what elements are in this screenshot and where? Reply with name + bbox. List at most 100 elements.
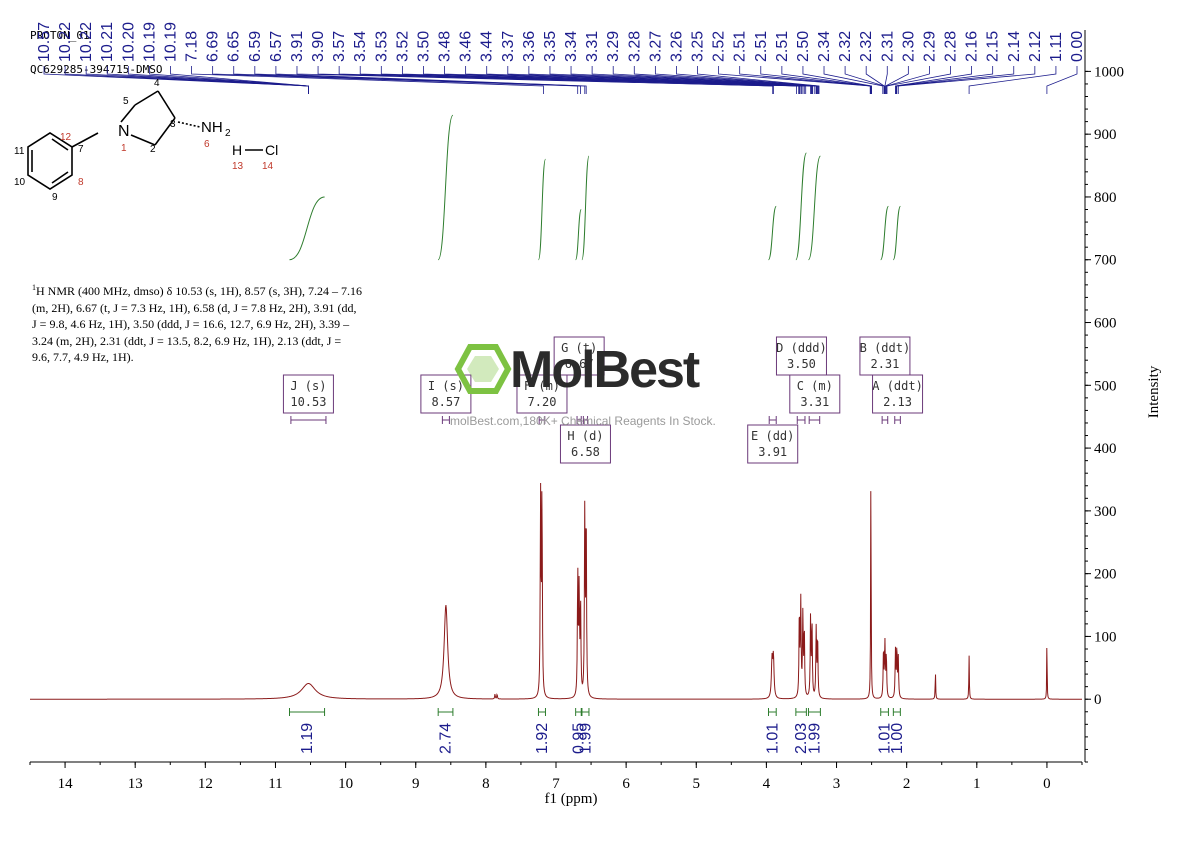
- multiplet-shift: 3.91: [758, 445, 787, 459]
- peak-label: 1.11: [1048, 32, 1065, 62]
- multiplet-box: [775, 336, 827, 376]
- integral-value: 1.00: [889, 723, 906, 754]
- peak-label-connector: [64, 66, 309, 94]
- atom-number-3: 3: [170, 119, 176, 130]
- peak-label: 3.50: [415, 31, 432, 62]
- peak-label-connector: [1046, 66, 1078, 94]
- multiplet-label: I (s): [428, 379, 464, 393]
- atom-nh2: NH: [201, 119, 223, 136]
- multiplet-boxes: J (s) 10.53 I (s) 8.57 F (m) 7.20 G (t) 6.67 H (…: [282, 336, 924, 464]
- peak-label-connector: [895, 66, 972, 94]
- y-tick-label: 600: [1094, 316, 1117, 332]
- integral-curve: [768, 205, 777, 261]
- peak-label: 3.31: [584, 31, 601, 62]
- peak-label: 3.91: [289, 31, 306, 62]
- atom-number-4: 4: [154, 78, 160, 89]
- integral-value: 1.01: [764, 723, 781, 754]
- atom-nh2-sub: 2: [225, 128, 231, 139]
- integral-value: 1.99: [806, 723, 823, 754]
- peak-label: 3.53: [373, 31, 390, 62]
- multiplet-box: [789, 374, 841, 414]
- peak-label: 10.22: [78, 22, 95, 62]
- x-tick-label: 10: [338, 776, 353, 792]
- peak-label: 2.12: [1027, 31, 1044, 62]
- peak-label-connector: [507, 66, 811, 94]
- bond-c3-nh2: [177, 121, 201, 128]
- y-axis-title: Intensity: [1146, 365, 1162, 418]
- y-tick-label: 900: [1094, 127, 1117, 143]
- y-tick-label: 700: [1094, 253, 1117, 269]
- chart-axes: 14 13 12 11 10 9 8 7 6 5 4 3 2 1 001002003004005006007…: [29, 30, 1162, 807]
- x-tick-label: 7: [552, 776, 560, 792]
- peak-label: 2.29: [921, 31, 938, 62]
- peak-label: 2.50: [795, 31, 812, 62]
- atom-number-13: 13: [232, 161, 244, 172]
- atom-number-14: 14: [262, 161, 274, 172]
- peak-label-connector: [865, 66, 885, 94]
- sample-id: QC629285-394715-DMSO: [30, 63, 163, 76]
- integral-value: 0.95: [570, 723, 587, 754]
- integral-curve: [795, 152, 807, 261]
- x-tick-label: 1: [973, 776, 981, 792]
- peak-label-connector: [676, 66, 819, 94]
- description-text: H NMR (400 MHz, dmso) δ 10.53 (s, 1H), 8…: [32, 284, 362, 364]
- x-tick-label: 3: [833, 776, 841, 792]
- peak-label: 3.36: [521, 31, 538, 62]
- peak-label-connector: [897, 66, 1036, 94]
- y-tick-label: 100: [1094, 629, 1117, 645]
- integral-curve: [808, 155, 821, 261]
- integral-curves: 1.19 2.74 1.92 0.951.99 1.01 2.031.99 1.011.00: [288, 114, 906, 754]
- y-tick-label: 400: [1094, 441, 1117, 457]
- benzene-double-bond: [51, 138, 69, 151]
- peak-label-connector: [885, 66, 909, 94]
- multiplet-label: E (dd): [751, 429, 794, 443]
- peak-label: 3.90: [310, 31, 327, 62]
- bond-n-c5: [120, 104, 136, 123]
- peak-label: 3.27: [647, 31, 664, 62]
- atom-number-5: 5: [123, 96, 129, 107]
- peak-label: 2.30: [900, 31, 917, 62]
- multiplet-box: [559, 424, 611, 464]
- multiplet-shift: 3.50: [787, 357, 816, 371]
- peak-label: 10.19: [141, 22, 158, 62]
- atom-h: H: [232, 142, 242, 158]
- multiplet-shift: 10.53: [290, 395, 326, 409]
- integral-value: 1.92: [534, 723, 551, 754]
- peak-label: 2.51: [753, 31, 770, 62]
- x-tick-label: 11: [268, 776, 282, 792]
- multiplet-label: D (ddd): [776, 341, 827, 355]
- peak-label: 3.46: [458, 31, 475, 62]
- integral-value: 1.99: [577, 723, 594, 754]
- spectrum-title: PROTON_01: [30, 29, 90, 42]
- x-tick-label: 8: [482, 776, 490, 792]
- peak-label-connector: [212, 66, 579, 94]
- multiplet-box: [872, 374, 924, 414]
- peak-label: 6.57: [268, 31, 285, 62]
- peak-label-connector: [465, 66, 805, 94]
- multiplet-label: A (ddt): [872, 379, 923, 393]
- peak-label: 2.52: [711, 31, 728, 62]
- atom-cl: Cl: [265, 142, 278, 158]
- x-tick-label: 0: [1043, 776, 1051, 792]
- peak-label-connector: [781, 66, 872, 94]
- x-tick-label: 9: [412, 776, 420, 792]
- multiplet-box: [516, 374, 568, 414]
- peak-label: 10.57: [36, 22, 53, 62]
- peak-label: 3.48: [437, 31, 454, 62]
- x-tick-label: 4: [763, 776, 771, 792]
- peak-label-connector: [275, 66, 587, 94]
- benzene-ring: [27, 132, 73, 190]
- multiplet-label: H (d): [567, 429, 603, 443]
- y-tick-label: 0: [1094, 692, 1102, 708]
- atom-number-11: 11: [14, 146, 25, 157]
- peak-label-connector: [570, 66, 814, 94]
- peak-label-connector: [844, 66, 885, 94]
- y-tick-label: 800: [1094, 190, 1117, 206]
- peak-label: 3.57: [331, 31, 348, 62]
- molecule-structure: [27, 90, 263, 190]
- peak-label-connector: [486, 66, 807, 94]
- multiplet-shift: 3.31: [800, 395, 829, 409]
- peak-label-connector: [968, 66, 1057, 94]
- atom-number-2: 2: [150, 144, 156, 155]
